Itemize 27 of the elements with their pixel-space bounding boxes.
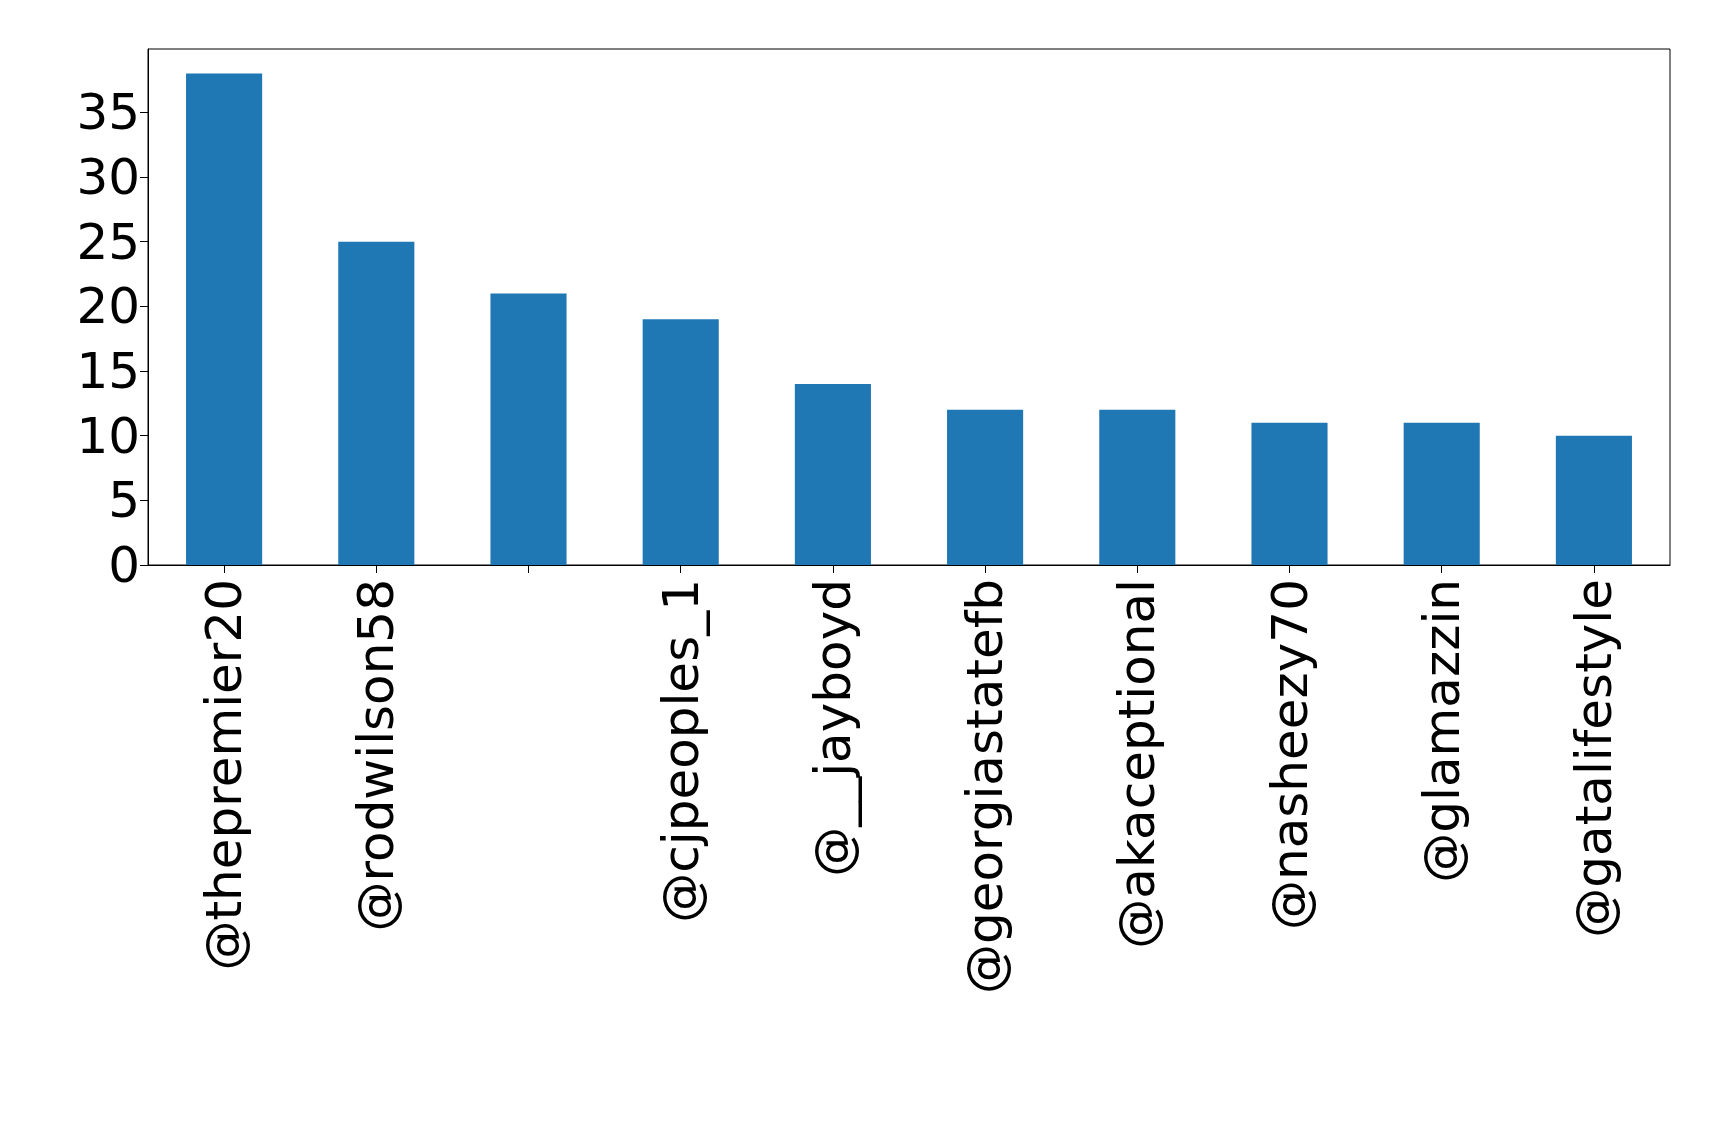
y-tick-label: 0 [108, 536, 140, 594]
y-tick-label: 20 [76, 277, 140, 336]
x-tick-label: @cjpeoples_1 [651, 579, 710, 923]
x-tick-label: @gatalifestyle [1564, 579, 1623, 938]
bar [1251, 422, 1328, 565]
bar [794, 383, 871, 565]
bar [338, 241, 415, 565]
x-tick-label: @nasheezy70 [1260, 579, 1319, 931]
bar [490, 293, 567, 565]
bar [947, 409, 1024, 565]
y-tick-label: 15 [76, 342, 140, 401]
y-tick-label: 5 [108, 471, 140, 530]
bar [1099, 409, 1176, 565]
x-tick-label: @rodwilson58 [347, 579, 406, 932]
x-tick-label: @__jayboyd [803, 579, 862, 877]
x-tick-label: @thepremier20 [195, 579, 254, 971]
y-tick-label: 35 [76, 83, 140, 142]
x-tick-label: @akaceptional [1108, 579, 1167, 949]
bar [1403, 422, 1480, 565]
y-tick-label: 30 [76, 148, 140, 207]
bar [1555, 435, 1632, 565]
x-tick-label: @glamazzin [1412, 579, 1471, 883]
bar [642, 319, 719, 565]
y-tick-label: 10 [76, 406, 140, 465]
bar [186, 73, 263, 565]
x-tick-label: @georgiastatefb [956, 579, 1015, 995]
y-tick-label: 25 [76, 212, 140, 271]
